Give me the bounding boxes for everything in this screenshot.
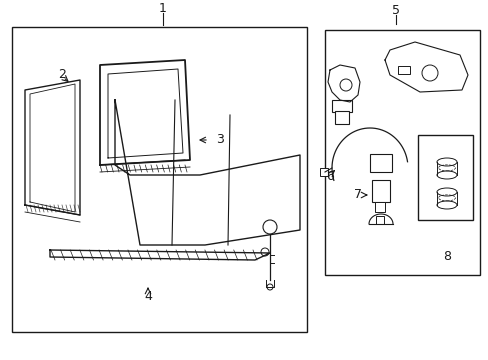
Bar — [331, 100, 351, 112]
Text: 3: 3 — [216, 134, 224, 147]
Text: 1: 1 — [159, 1, 166, 14]
Bar — [375, 216, 383, 224]
Bar — [374, 202, 384, 212]
Bar — [334, 111, 348, 124]
Bar — [12, 27, 306, 332]
Text: 4: 4 — [144, 291, 152, 303]
Text: 7: 7 — [353, 189, 361, 202]
Text: 8: 8 — [442, 251, 450, 264]
Text: 5: 5 — [391, 4, 399, 17]
Bar — [325, 30, 479, 275]
Text: 2: 2 — [58, 68, 66, 81]
Bar — [397, 66, 409, 74]
Bar — [369, 154, 391, 172]
Bar — [371, 180, 389, 202]
Bar — [319, 168, 327, 176]
Text: 6: 6 — [325, 171, 333, 184]
Bar — [417, 135, 472, 220]
